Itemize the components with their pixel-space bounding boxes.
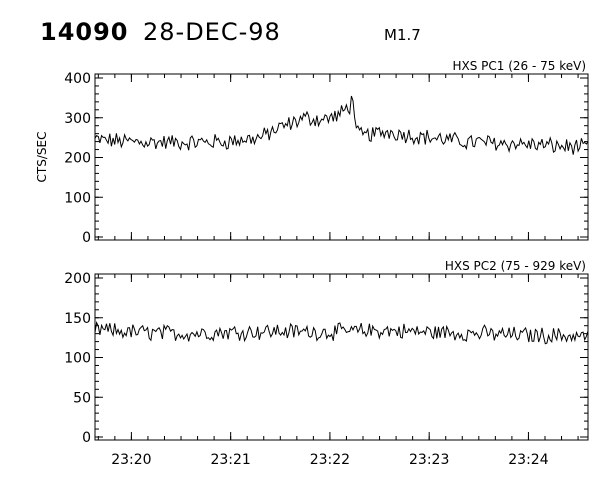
y-tick-label: 150 bbox=[64, 311, 91, 327]
x-tick-label: 23:21 bbox=[210, 452, 250, 468]
series-line bbox=[94, 320, 589, 345]
y-tick-label: 400 bbox=[64, 71, 91, 87]
x-tick-label: 23:22 bbox=[310, 452, 350, 468]
x-tick-label: 23:23 bbox=[409, 452, 449, 468]
plot-frame bbox=[94, 73, 589, 241]
x-tick-label: 23:20 bbox=[111, 452, 151, 468]
panel-1: HXS PC1 (26 - 75 keV) CTS/SEC 0 100 200 300 40… bbox=[35, 59, 589, 246]
y-tick-label: 100 bbox=[64, 351, 91, 367]
x-tick-label: 23:24 bbox=[508, 452, 548, 468]
flare-class: M1.7 bbox=[384, 26, 421, 44]
y-tick-label: 50 bbox=[73, 390, 91, 406]
plot-frame bbox=[94, 273, 589, 441]
event-date: 28-DEC-98 bbox=[143, 18, 281, 46]
y-tick-label: 300 bbox=[64, 111, 91, 127]
y-tick-label: 0 bbox=[82, 230, 91, 246]
y-tick-label: 200 bbox=[64, 151, 91, 167]
panel-title: HXS PC1 (26 - 75 keV) bbox=[452, 59, 586, 73]
y-tick-label: 0 bbox=[82, 430, 91, 446]
y-axis-label: CTS/SEC bbox=[35, 132, 49, 183]
plot-header: 14090 28-DEC-98 M1.7 bbox=[0, 14, 600, 50]
y-tick-label: 200 bbox=[64, 271, 91, 287]
panel-2: HXS PC2 (75 - 929 keV) 0 50 100 150 200 23:20 2… bbox=[64, 259, 589, 468]
series-line bbox=[94, 95, 589, 155]
panel-title: HXS PC2 (75 - 929 keV) bbox=[445, 259, 586, 273]
event-id: 14090 bbox=[40, 18, 129, 46]
y-tick-label: 100 bbox=[64, 190, 91, 206]
